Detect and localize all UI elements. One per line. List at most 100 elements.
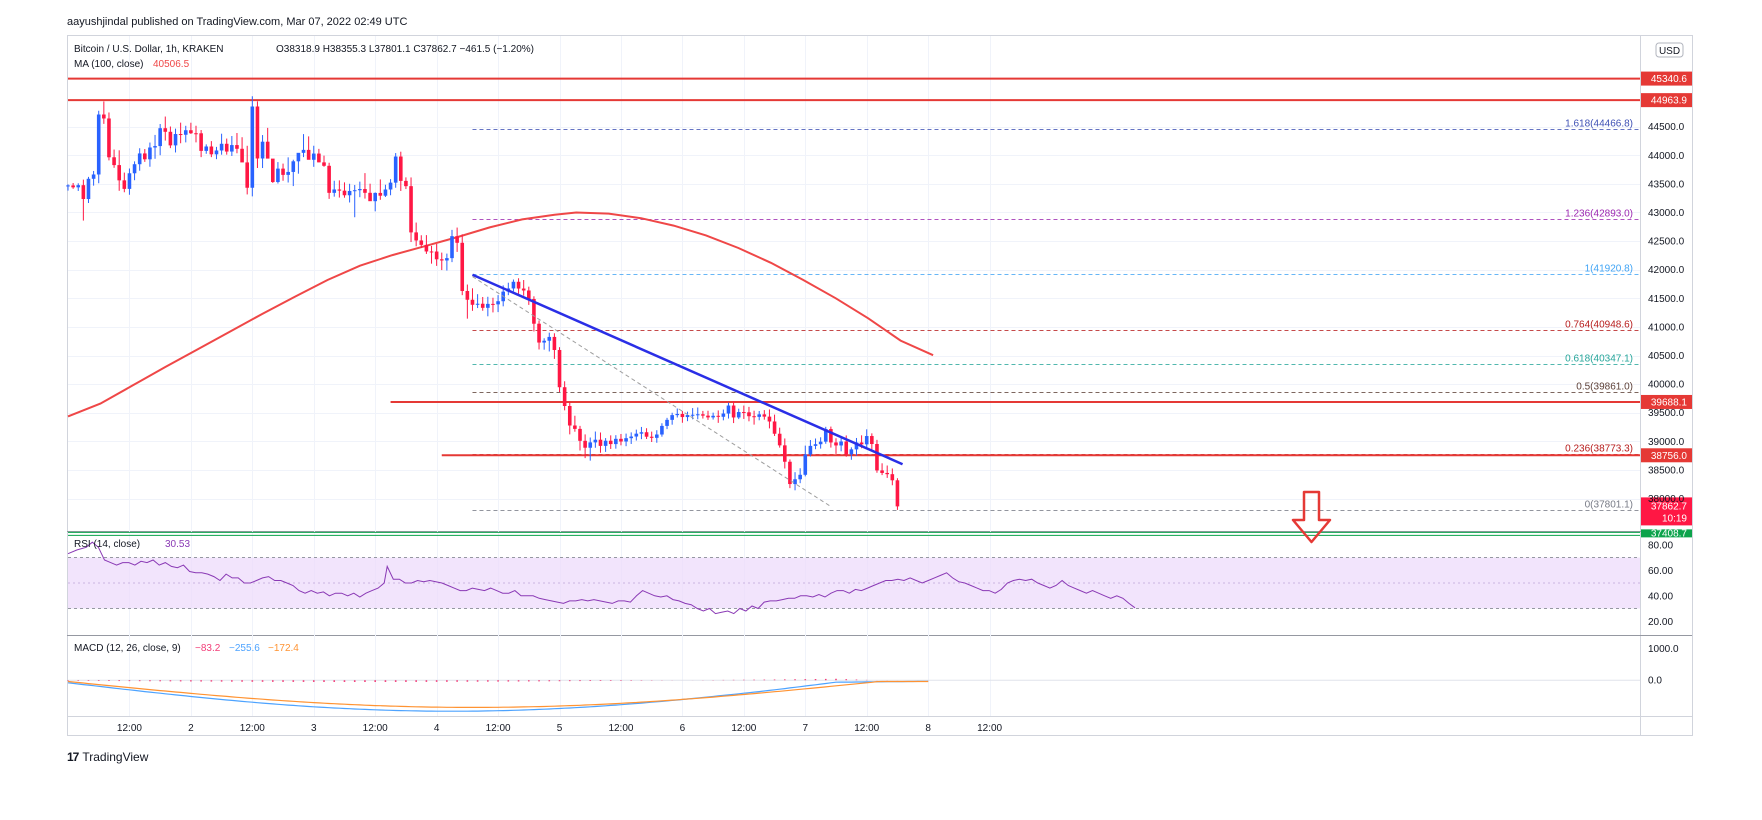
fib-label-6: 0.236(38773.3) <box>1565 444 1633 455</box>
candle <box>153 134 157 159</box>
green-level-label: 37408.7 <box>1651 528 1688 539</box>
candle <box>803 445 808 477</box>
tradingview-logo[interactable]: 17 TradingView <box>67 750 148 764</box>
candle <box>301 134 306 158</box>
candle <box>475 294 480 309</box>
price-tick-7: 41000.0 <box>1648 322 1685 333</box>
candle <box>486 296 490 317</box>
macd-legend: MACD (12, 26, close, 9) <box>74 643 181 654</box>
time-tick-13: 8 <box>925 723 931 734</box>
time-axis[interactable]: 12:00 2 12:00 3 12:00 4 12:00 5 12:00 6 12:00 7 12:0… <box>117 723 1003 734</box>
candle <box>788 459 792 489</box>
price-tick-0: 44500.0 <box>1648 122 1685 133</box>
fibonacci-levels: 1.618(44466.8) 1.236(42893.0) 1(41920.8) 0.… <box>472 119 1640 511</box>
candle <box>383 184 388 197</box>
time-tick-9: 6 <box>680 723 686 734</box>
price-tick-9: 40000.0 <box>1648 380 1685 391</box>
green-level-badge <box>1641 529 1692 538</box>
candle <box>670 412 674 425</box>
macd-tick-1: 0.0 <box>1648 676 1662 687</box>
candle <box>762 410 767 420</box>
candle <box>352 184 357 218</box>
candle <box>337 180 342 198</box>
rsi-tick-2: 40.00 <box>1648 591 1673 602</box>
candle <box>777 427 782 448</box>
candle <box>496 295 500 313</box>
candle <box>255 101 260 168</box>
rsi-pane <box>67 541 1640 615</box>
candle <box>424 235 429 254</box>
candle <box>491 297 495 313</box>
chart-frame <box>67 35 1693 736</box>
candle <box>634 429 639 441</box>
countdown-label: 10:19 <box>1662 513 1687 524</box>
candle <box>547 332 552 352</box>
candle <box>311 145 316 167</box>
time-tick-8: 12:00 <box>608 723 633 734</box>
candle <box>511 279 516 292</box>
candle <box>834 438 838 454</box>
fib-label-0: 1.618(44466.8) <box>1565 119 1633 130</box>
candle <box>675 408 680 418</box>
candle <box>265 127 270 159</box>
candle <box>399 151 403 191</box>
time-tick-12: 12:00 <box>854 723 879 734</box>
time-tick-1: 2 <box>188 723 194 734</box>
time-tick-14: 12:00 <box>977 723 1002 734</box>
candle <box>793 472 797 491</box>
rsi-legend-value: 30.53 <box>165 539 190 550</box>
candle <box>813 438 818 450</box>
candle <box>194 125 198 143</box>
candle <box>291 159 296 187</box>
candle <box>322 155 326 167</box>
candle <box>470 288 475 311</box>
time-tick-7: 5 <box>557 723 563 734</box>
candle <box>711 412 715 420</box>
candle <box>419 235 424 248</box>
candle <box>183 125 188 143</box>
time-tick-3: 3 <box>311 723 317 734</box>
candle <box>388 179 393 196</box>
candle <box>649 431 654 443</box>
channel-trendline <box>472 276 832 507</box>
candle <box>767 409 772 429</box>
candle <box>608 435 613 449</box>
candles <box>66 96 900 510</box>
candle <box>86 176 91 203</box>
candle <box>644 428 649 439</box>
rsi-tick-3: 20.00 <box>1648 617 1673 628</box>
candle <box>245 145 249 195</box>
level-label-3: 38756.0 <box>1651 451 1688 462</box>
candle <box>414 222 418 247</box>
candle <box>219 133 224 155</box>
price-axis[interactable]: 44500.0 44000.0 43500.0 43000.0 42500.0 42000… <box>1648 122 1685 687</box>
candle <box>655 430 659 443</box>
candle <box>122 172 127 193</box>
candle <box>368 183 372 202</box>
candle <box>639 426 644 440</box>
fib-label-7: 0(37801.1) <box>1585 500 1633 511</box>
candle <box>742 405 746 419</box>
candle <box>537 320 541 350</box>
candle <box>516 278 521 294</box>
candle <box>557 347 562 392</box>
price-tick-1: 44000.0 <box>1648 151 1685 162</box>
candle <box>178 122 183 144</box>
ma-legend-value: 40506.5 <box>153 59 190 70</box>
candle <box>260 135 265 169</box>
currency-badge-box[interactable] <box>1655 42 1684 58</box>
fib-label-1: 1.236(42893.0) <box>1565 209 1633 220</box>
candle <box>450 229 454 263</box>
candle <box>829 426 833 448</box>
level-label-1: 44963.9 <box>1651 96 1688 107</box>
currency-badge[interactable]: USD <box>1659 46 1680 57</box>
candle <box>102 101 106 124</box>
level-badge-2 <box>1641 394 1692 409</box>
ma100-line <box>67 211 934 418</box>
candle <box>864 429 869 448</box>
candle <box>465 284 470 319</box>
candle <box>306 136 311 160</box>
price-tick-11: 39000.0 <box>1648 437 1685 448</box>
candle <box>624 433 628 447</box>
